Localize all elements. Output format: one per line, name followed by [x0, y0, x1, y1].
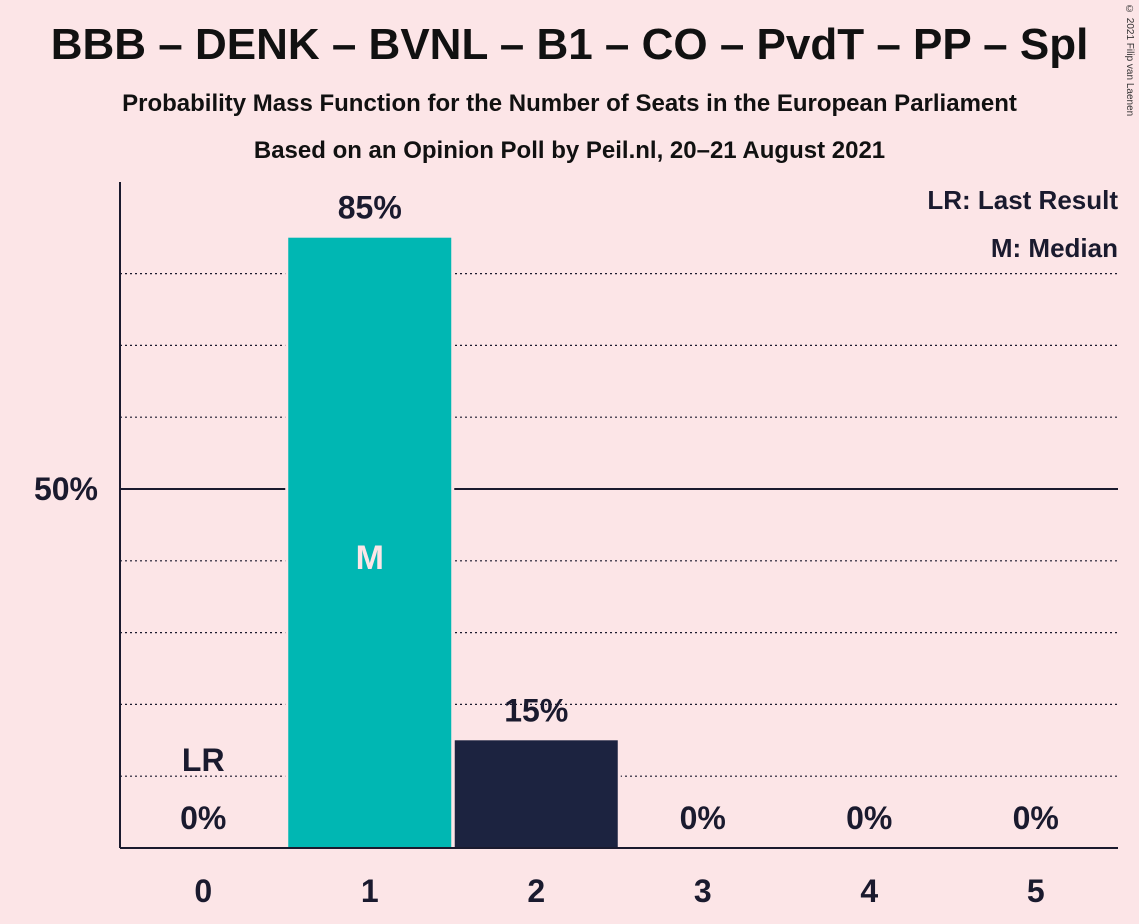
copyright: © 2021 Filip van Laenen — [1124, 4, 1135, 117]
value-label: 0% — [846, 800, 892, 836]
gridlines — [120, 273, 1118, 777]
value-labels: 0% 0 85% 1 15% 2 0% 3 0% 4 0% 5 M LR — [180, 190, 1059, 909]
x-tick-label: 2 — [527, 873, 545, 909]
bar — [454, 740, 618, 848]
legend-last-result: LR: Last Result — [927, 185, 1118, 215]
y-tick-label: 50% — [34, 471, 98, 507]
x-tick-label: 1 — [361, 873, 379, 909]
last-result-marker: LR — [182, 742, 225, 778]
x-tick-label: 0 — [194, 873, 212, 909]
legend-median: M: Median — [991, 233, 1118, 263]
value-label: 15% — [504, 692, 568, 728]
value-label: 0% — [680, 800, 726, 836]
value-label: 0% — [1013, 800, 1059, 836]
bars — [285, 234, 621, 848]
chart-subtitle: Probability Mass Function for the Number… — [122, 90, 1017, 117]
chart-source: Based on an Opinion Poll by Peil.nl, 20–… — [253, 137, 886, 164]
value-label: 85% — [338, 190, 402, 226]
x-tick-label: 5 — [1027, 873, 1045, 909]
median-marker: M — [356, 539, 384, 577]
chart-title: BBB – DENK – BVNL – B1 – CO – PvdT – PP … — [50, 20, 1089, 69]
bar — [288, 237, 452, 848]
axes: 50% — [34, 182, 1118, 849]
x-tick-label: 4 — [860, 873, 878, 909]
x-tick-label: 3 — [694, 873, 712, 909]
value-label: 0% — [180, 800, 226, 836]
